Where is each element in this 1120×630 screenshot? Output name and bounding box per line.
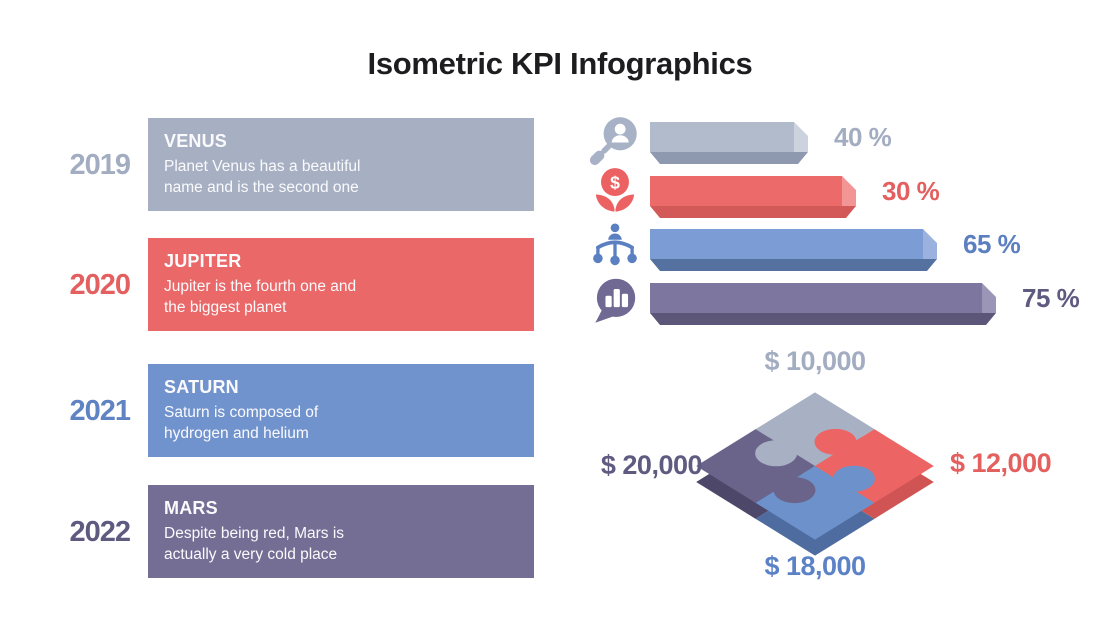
year-label-2021: 2021 <box>69 395 131 427</box>
year-label-2020: 2020 <box>69 269 131 301</box>
year-label-2022: 2022 <box>69 516 131 548</box>
kpi-bar-row: 40 % <box>0 117 1120 168</box>
org-hierarchy-icon <box>586 219 644 277</box>
kpi-bar <box>650 283 996 325</box>
puzzle-chart <box>696 392 934 556</box>
puzzle-top-layer <box>696 392 934 540</box>
page-title: Isometric KPI Infographics <box>367 46 753 81</box>
card-body: Jupiter is the fourth one and the biggest… <box>164 278 357 316</box>
card-body: Saturn is composed of hydrogen and helium <box>164 404 319 442</box>
puzzle-value-top: $ 10,000 <box>764 346 866 376</box>
chat-chart-icon <box>586 273 644 331</box>
kpi-bar-value: 40 % <box>834 122 892 152</box>
card-body: Despite being red, Mars is actually a ver… <box>164 525 345 563</box>
puzzle-value-bottom: $ 18,000 <box>764 551 866 581</box>
kpi-card-mars: MARS Despite being red, Mars is actually … <box>148 485 534 578</box>
kpi-bar-row: 65 % <box>0 223 1120 275</box>
puzzle-knob-top <box>755 440 798 467</box>
kpi-bar-value: 75 % <box>1022 283 1080 313</box>
puzzle-value-left: $ 20,000 <box>600 450 703 480</box>
svg-text:$: $ <box>610 172 620 192</box>
card-heading: SATURN <box>164 377 239 397</box>
card-body: Planet Venus has a beautiful name and is … <box>164 158 361 196</box>
card-heading: VENUS <box>164 131 228 151</box>
puzzle-knob-left <box>773 477 816 504</box>
kpi-bar-value: 65 % <box>963 229 1021 259</box>
puzzle-value-right: $ 12,000 <box>950 448 1052 478</box>
kpi-bar <box>650 122 808 164</box>
kpi-bar <box>650 229 937 271</box>
kpi-card-venus: VENUS Planet Venus has a beautiful name a… <box>148 118 534 211</box>
kpi-card-saturn: SATURN Saturn is composed of hydrogen and… <box>148 364 534 457</box>
kpi-bar-row: 75 % <box>0 278 1120 329</box>
money-growth-icon: $ <box>586 166 644 224</box>
kpi-bar-value: 30 % <box>882 176 940 206</box>
puzzle-knob-right <box>814 428 857 455</box>
kpi-bar-row: $ 30 % <box>0 168 1120 222</box>
card-heading: JUPITER <box>164 251 242 271</box>
puzzle-knob-bottom <box>832 465 875 492</box>
person-search-icon <box>586 112 644 170</box>
card-heading: MARS <box>164 498 218 518</box>
year-label-2019: 2019 <box>69 149 131 181</box>
kpi-bar <box>650 176 856 218</box>
kpi-card-jupiter: JUPITER Jupiter is the fourth one and the… <box>148 238 534 331</box>
